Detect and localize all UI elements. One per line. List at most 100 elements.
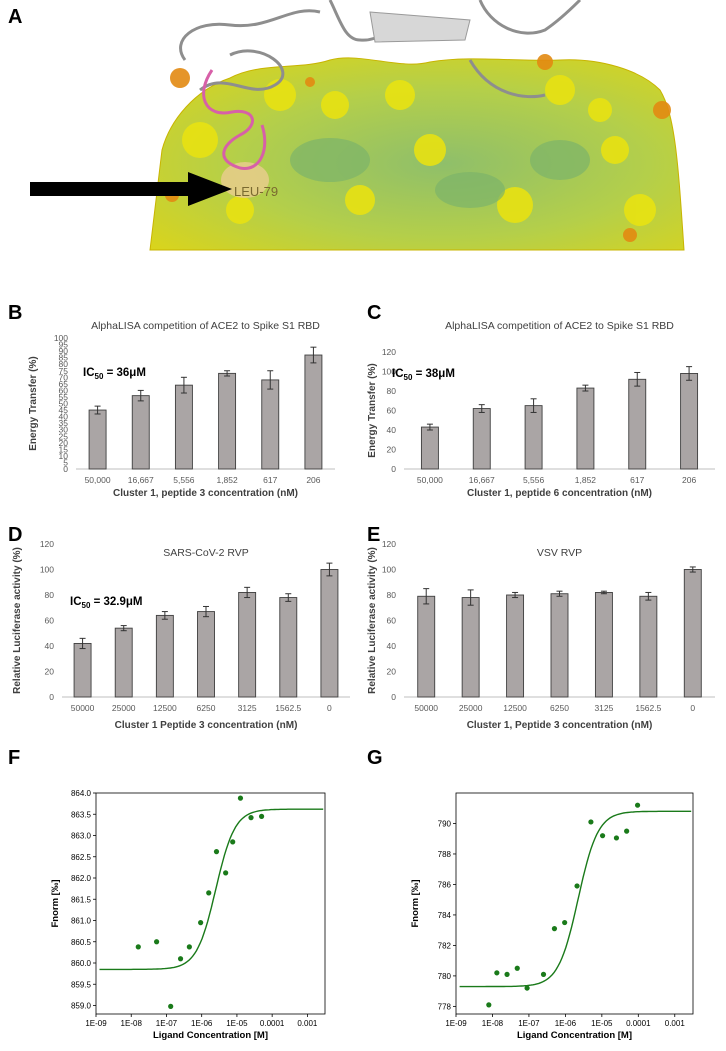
bar: [594, 591, 613, 698]
y-tick-label: 100: [40, 565, 54, 575]
y-tick-label: 863.5: [71, 810, 92, 819]
y-tick-label: 782: [438, 941, 452, 950]
chart-f-mst-binding: 859.0 859.5 860.0 860.5 861.0 861.5 862.0 862.5…: [50, 789, 326, 1041]
x-tick-label: 5,556: [523, 475, 545, 485]
bar: [506, 594, 525, 698]
data-point: [514, 965, 520, 971]
surface-green-patches: [290, 138, 590, 208]
fit-curve: [459, 810, 692, 988]
panel-g: G 778 780 782 784 786 788 790 1E-09 1E-08 1E-07 1E…: [363, 745, 726, 1046]
bar: [279, 597, 298, 698]
x-tick-label: 16,667: [469, 475, 495, 485]
data-point: [574, 883, 580, 889]
x-tick-label: 6250: [197, 703, 216, 713]
x-tick-label: 1E-06: [191, 1019, 213, 1028]
x-tick-label: 50000: [414, 703, 438, 713]
data-point: [230, 839, 236, 845]
bar: [550, 593, 569, 698]
y-tick-label: 50: [59, 399, 69, 409]
bar: [472, 408, 491, 470]
bar: [576, 387, 595, 470]
panel-c: C AlphaLISA competition of ACE2 to Spike…: [363, 296, 726, 516]
x-tick-label: 1E-09: [445, 1019, 467, 1028]
leu79-highlight: [221, 162, 269, 198]
bar: [320, 569, 339, 698]
x-tick-label: 1E-08: [482, 1019, 504, 1028]
y-tick-label: 55: [59, 392, 69, 402]
y-tick-label: 0: [391, 464, 396, 474]
y-tick-label: 780: [438, 972, 452, 981]
bar: [420, 426, 439, 470]
ribbon-sheet: [369, 11, 471, 43]
data-point: [206, 890, 212, 896]
y-tick-label: 100: [382, 565, 396, 575]
x-tick-label: 12500: [153, 703, 177, 713]
y-tick-label: 120: [40, 539, 54, 549]
bar: [680, 372, 699, 470]
plot-frame: [95, 792, 326, 1015]
y-tick-label: 40: [387, 425, 397, 435]
bar: [639, 595, 658, 698]
ic50-annotation: IC50 = 38μM: [392, 368, 455, 382]
x-tick-label: 1E-09: [85, 1019, 107, 1028]
panel-f: F 859.0 859.5 860.0 860.5 861.0 861.5 862.0 862…: [0, 745, 363, 1046]
y-tick-label: 10: [59, 451, 69, 461]
y-tick-label: 40: [59, 412, 69, 422]
y-axis-label: Relative Luciferase activity (%): [367, 547, 378, 694]
panel-label-d: D: [8, 524, 23, 546]
x-tick-label: 25000: [112, 703, 136, 713]
plot-frame: [455, 792, 694, 1015]
x-tick-label: 1,852: [575, 475, 597, 485]
bar: [304, 354, 323, 470]
panel-e: E VSV RVP 0 20 40 60 80 100 120 50000 25000 12500 6…: [363, 520, 726, 735]
bar: [197, 611, 215, 698]
y-tick-label: 863.0: [71, 832, 92, 841]
data-point: [177, 956, 184, 962]
y-tick-label: 5: [63, 457, 68, 467]
panel-label-g: G: [367, 747, 383, 769]
chart-g-mst-binding: 778 780 782 784 786 788 790 1E-09 1E-08 1E-07 1E-0…: [410, 792, 694, 1041]
y-axis-label: Fnorm [‰]: [50, 879, 61, 927]
panel-label-e: E: [367, 524, 381, 546]
y-tick-label: 20: [387, 667, 397, 677]
x-tick-label: 0.0001: [260, 1019, 285, 1028]
bar: [238, 591, 257, 698]
y-axis-label: Fnorm [‰]: [410, 879, 421, 927]
x-tick-label: 0.001: [297, 1019, 318, 1028]
x-tick-label: 50000: [71, 703, 95, 713]
y-tick-label: 860.5: [71, 938, 92, 947]
y-tick-label: 85: [59, 353, 69, 363]
bar: [417, 595, 436, 698]
x-tick-label: 1E-05: [226, 1019, 248, 1028]
y-tick-label: 20: [59, 438, 69, 448]
data-point: [237, 795, 244, 801]
y-axis-label: Relative Luciferase activity (%): [12, 547, 23, 694]
y-tick-label: 861.5: [71, 895, 92, 904]
x-tick-label: 25000: [459, 703, 483, 713]
data-point: [186, 944, 192, 950]
data-point: [168, 1003, 174, 1009]
x-tick-label: 206: [306, 475, 320, 485]
x-axis-label: Cluster 1, Peptide 3 concentration (nM): [467, 720, 653, 731]
bar: [261, 379, 280, 470]
bar: [628, 378, 647, 470]
chart-d-sars-cov-2-rvp: SARS-CoV-2 RVP 0 20 40 60 80 100 120 50000 25000 1…: [12, 539, 350, 731]
y-tick-label: 80: [59, 359, 69, 369]
panel-label-c: C: [367, 302, 382, 324]
y-tick-label: 25: [59, 431, 69, 441]
fit-curve: [99, 808, 324, 971]
data-point: [613, 835, 620, 841]
x-tick-label: 1E-05: [591, 1019, 613, 1028]
x-tick-label: 1,852: [216, 475, 238, 485]
chart-title: SARS-CoV-2 RVP: [163, 547, 249, 559]
bar: [155, 614, 174, 698]
protein-structure-image: LEU-79: [30, 0, 685, 251]
y-tick-label: 45: [59, 405, 69, 415]
x-tick-label: 50,000: [85, 475, 111, 485]
bar: [524, 405, 543, 470]
chart-title: VSV RVP: [537, 547, 582, 559]
data-point: [486, 1002, 492, 1008]
data-point: [562, 919, 568, 926]
y-tick-label: 75: [59, 366, 69, 376]
y-tick-label: 30: [59, 425, 69, 435]
